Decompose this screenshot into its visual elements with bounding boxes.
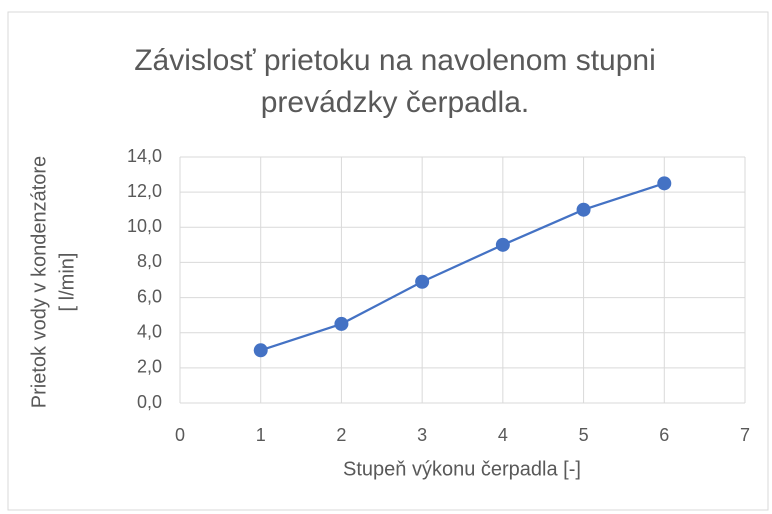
data-point bbox=[415, 274, 430, 289]
chart-title: prevádzky čerpadla. bbox=[261, 86, 529, 119]
data-point bbox=[253, 343, 268, 358]
x-tick-label: 2 bbox=[336, 425, 346, 445]
data-point bbox=[334, 316, 349, 331]
y-axis-label: [ l/min] bbox=[56, 253, 78, 312]
x-tick-label: 7 bbox=[740, 425, 750, 445]
x-tick-label: 5 bbox=[579, 425, 589, 445]
series-line bbox=[260, 182, 665, 352]
data-point bbox=[576, 202, 591, 217]
y-tick-label: 12,0 bbox=[127, 181, 162, 201]
y-tick-label: 2,0 bbox=[137, 357, 162, 377]
x-tick-label: 1 bbox=[256, 425, 266, 445]
y-tick-label: 0,0 bbox=[137, 392, 162, 412]
data-point bbox=[657, 176, 672, 191]
x-tick-label: 3 bbox=[417, 425, 427, 445]
y-tick-label: 10,0 bbox=[127, 216, 162, 236]
x-tick-label: 4 bbox=[498, 425, 508, 445]
y-tick-label: 4,0 bbox=[137, 321, 162, 341]
y-tick-label: 6,0 bbox=[137, 286, 162, 306]
chart-border bbox=[7, 11, 769, 511]
x-tick-label: 6 bbox=[659, 425, 669, 445]
data-point bbox=[495, 237, 510, 252]
y-axis-label: Prietok vody v kondenzátore bbox=[28, 156, 50, 408]
chart-title: Závislosť prietoku na navolenom stupni bbox=[134, 44, 656, 77]
y-tick-label: 14,0 bbox=[127, 146, 162, 166]
y-tick-label: 8,0 bbox=[137, 251, 162, 271]
x-tick-label: 0 bbox=[175, 425, 185, 445]
x-axis-label: Stupeň výkonu čerpadla [-] bbox=[343, 458, 581, 480]
